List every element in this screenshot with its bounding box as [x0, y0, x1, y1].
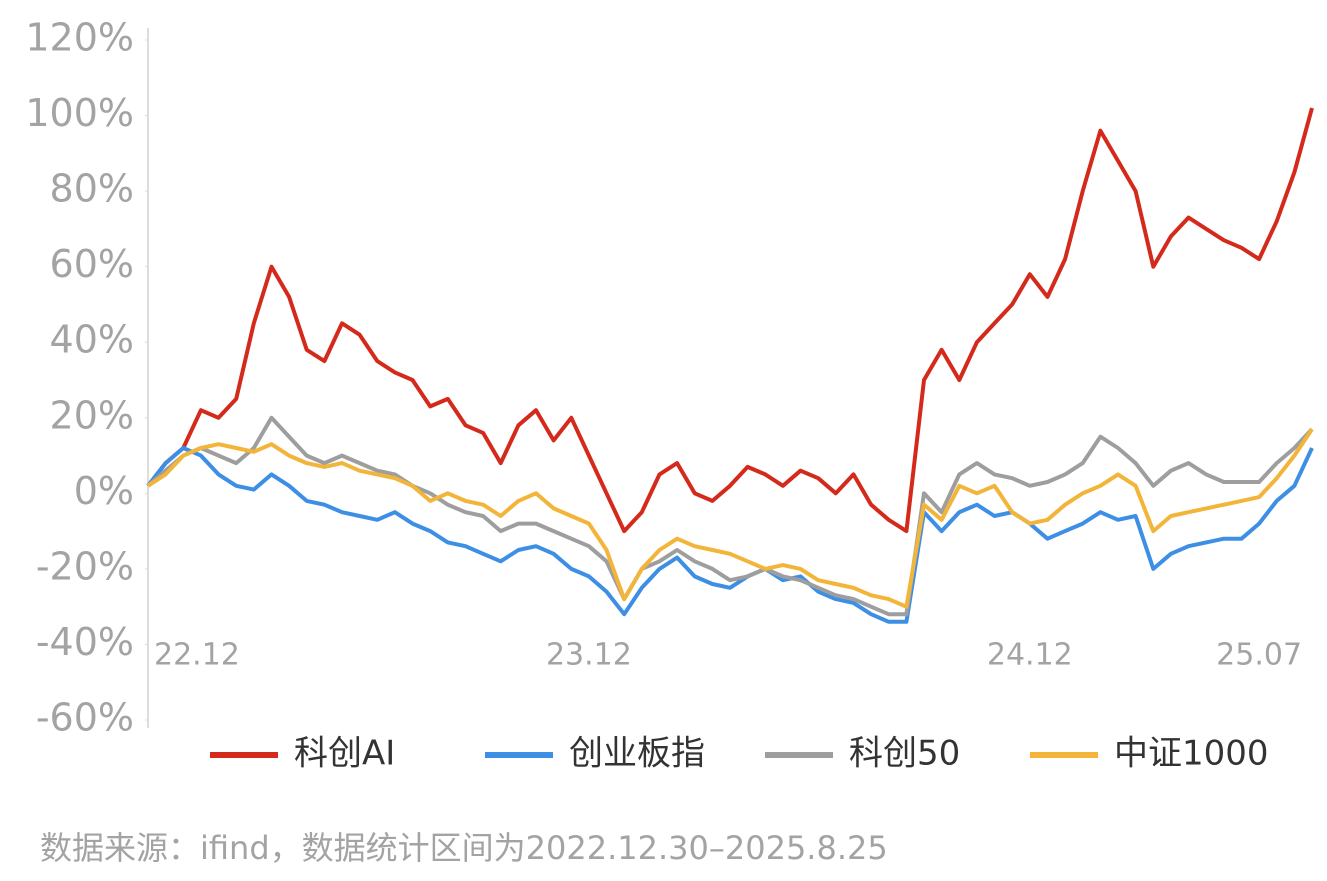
- series-line: [146, 107, 1314, 534]
- legend-label: 创业板指: [569, 734, 705, 774]
- x-tick-label: 25.07: [1216, 638, 1302, 673]
- y-tick-label: 0%: [74, 469, 134, 513]
- y-tick-label: -40%: [36, 620, 134, 664]
- x-tick-label: 24.12: [987, 638, 1073, 673]
- legend-label: 中证1000: [1114, 734, 1269, 774]
- y-tick-label: 40%: [50, 318, 134, 362]
- y-tick-label: -60%: [36, 696, 134, 740]
- y-tick-label: -20%: [36, 544, 134, 588]
- y-tick-label: 80%: [50, 167, 134, 211]
- y-tick-label: 100%: [25, 91, 134, 135]
- series-line: [146, 415, 1314, 617]
- series-line: [146, 427, 1314, 609]
- x-tick-label: 22.12: [154, 638, 240, 673]
- x-tick-label: 23.12: [546, 638, 632, 673]
- legend-label: 科创AI: [294, 734, 395, 774]
- y-tick-label: 20%: [50, 393, 134, 437]
- y-tick-label: 120%: [25, 16, 134, 60]
- series-line: [146, 446, 1314, 624]
- y-tick-label: 60%: [50, 242, 134, 286]
- legend-label: 科创50: [849, 734, 960, 774]
- source-note: 数据来源：ifind，数据统计区间为2022.12.30–2025.8.25: [40, 829, 888, 867]
